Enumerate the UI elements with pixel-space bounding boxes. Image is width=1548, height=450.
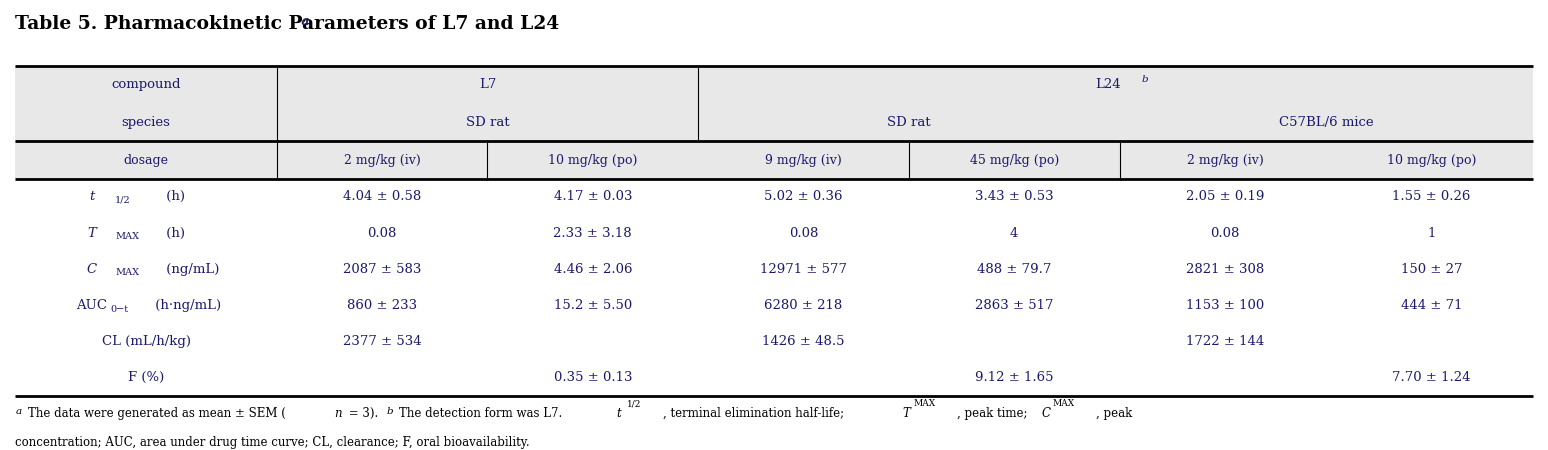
Text: T: T [902,407,910,420]
FancyBboxPatch shape [15,215,1533,251]
Text: 4.46 ± 2.06: 4.46 ± 2.06 [554,263,632,276]
FancyBboxPatch shape [15,288,1533,324]
Text: 1722 ± 144: 1722 ± 144 [1186,335,1265,348]
Text: 1/2: 1/2 [627,399,641,408]
Text: t: t [616,407,621,420]
Text: 2 mg/kg (iv): 2 mg/kg (iv) [1186,153,1263,166]
Text: The data were generated as mean ± SEM (: The data were generated as mean ± SEM ( [28,407,286,420]
Text: 1426 ± 48.5: 1426 ± 48.5 [762,335,845,348]
Text: AUC: AUC [76,299,107,312]
Text: t: t [90,190,94,203]
Text: 6280 ± 218: 6280 ± 218 [765,299,842,312]
FancyBboxPatch shape [15,66,1533,179]
Text: CL (mL/h/kg): CL (mL/h/kg) [102,335,190,348]
Text: compound: compound [111,78,181,91]
Text: a: a [17,15,310,28]
Text: L7: L7 [478,78,497,91]
Text: 10 mg/kg (po): 10 mg/kg (po) [1387,153,1477,166]
Text: 1: 1 [1427,227,1435,239]
Text: C57BL/6 mice: C57BL/6 mice [1279,116,1373,129]
Text: MAX: MAX [115,268,139,277]
Text: 4: 4 [1009,227,1019,239]
Text: , peak time;: , peak time; [957,407,1031,420]
Text: , terminal elimination half-life;: , terminal elimination half-life; [663,407,847,420]
Text: 1.55 ± 0.26: 1.55 ± 0.26 [1392,190,1471,203]
Text: 1/2: 1/2 [115,196,132,205]
Text: 3.43 ± 0.53: 3.43 ± 0.53 [975,190,1054,203]
Text: SD rat: SD rat [466,116,509,129]
Text: = 3).: = 3). [345,407,382,420]
Text: 2377 ± 534: 2377 ± 534 [342,335,421,348]
Text: 4.17 ± 0.03: 4.17 ± 0.03 [554,190,632,203]
Text: 12971 ± 577: 12971 ± 577 [760,263,847,276]
Text: 2.33 ± 3.18: 2.33 ± 3.18 [554,227,632,239]
Text: 0−t: 0−t [110,305,128,314]
Text: MAX: MAX [1053,399,1074,408]
Text: 2821 ± 308: 2821 ± 308 [1186,263,1265,276]
Text: MAX: MAX [115,232,139,241]
Text: 860 ± 233: 860 ± 233 [347,299,416,312]
Text: 4.04 ± 0.58: 4.04 ± 0.58 [344,190,421,203]
Text: n: n [334,407,342,420]
Text: The detection form was L7.: The detection form was L7. [399,407,567,420]
Text: b: b [1142,75,1149,84]
Text: 15.2 ± 5.50: 15.2 ± 5.50 [554,299,632,312]
Text: Table 5. Pharmacokinetic Parameters of L7 and L24: Table 5. Pharmacokinetic Parameters of L… [15,15,560,33]
Text: species: species [122,116,170,129]
FancyBboxPatch shape [15,324,1533,360]
Text: 2 mg/kg (iv): 2 mg/kg (iv) [344,153,421,166]
Text: L24: L24 [1094,78,1121,91]
Text: , peak: , peak [1096,407,1132,420]
FancyBboxPatch shape [15,179,1533,215]
Text: concentration; AUC, area under drug time curve; CL, clearance; F, oral bioavaila: concentration; AUC, area under drug time… [15,436,529,449]
Text: b: b [387,407,393,416]
Text: SD rat: SD rat [887,116,930,129]
Text: (h·ng/mL): (h·ng/mL) [150,299,221,312]
Text: (ng/mL): (ng/mL) [161,263,218,276]
Text: C: C [87,263,98,276]
Text: (h): (h) [161,190,184,203]
Text: 1153 ± 100: 1153 ± 100 [1186,299,1265,312]
Text: F (%): F (%) [128,371,164,384]
Text: 0.35 ± 0.13: 0.35 ± 0.13 [554,371,632,384]
Text: a: a [15,407,22,416]
Text: 2863 ± 517: 2863 ± 517 [975,299,1054,312]
Text: MAX: MAX [913,399,935,408]
Text: 444 ± 71: 444 ± 71 [1401,299,1463,312]
Text: 5.02 ± 0.36: 5.02 ± 0.36 [765,190,842,203]
FancyBboxPatch shape [15,360,1533,396]
Text: 2087 ± 583: 2087 ± 583 [344,263,421,276]
Text: 7.70 ± 1.24: 7.70 ± 1.24 [1392,371,1471,384]
Text: 488 ± 79.7: 488 ± 79.7 [977,263,1051,276]
Text: C: C [1042,407,1051,420]
Text: 150 ± 27: 150 ± 27 [1401,263,1463,276]
Text: 0.08: 0.08 [789,227,819,239]
Text: 10 mg/kg (po): 10 mg/kg (po) [548,153,638,166]
Text: (h): (h) [161,227,184,239]
Text: T: T [88,227,96,239]
FancyBboxPatch shape [15,251,1533,288]
Text: 9 mg/kg (iv): 9 mg/kg (iv) [765,153,842,166]
Text: dosage: dosage [124,153,169,166]
Text: 45 mg/kg (po): 45 mg/kg (po) [969,153,1059,166]
Text: 0.08: 0.08 [1211,227,1240,239]
Text: 9.12 ± 1.65: 9.12 ± 1.65 [975,371,1054,384]
Text: 2.05 ± 0.19: 2.05 ± 0.19 [1186,190,1265,203]
Text: 0.08: 0.08 [367,227,396,239]
